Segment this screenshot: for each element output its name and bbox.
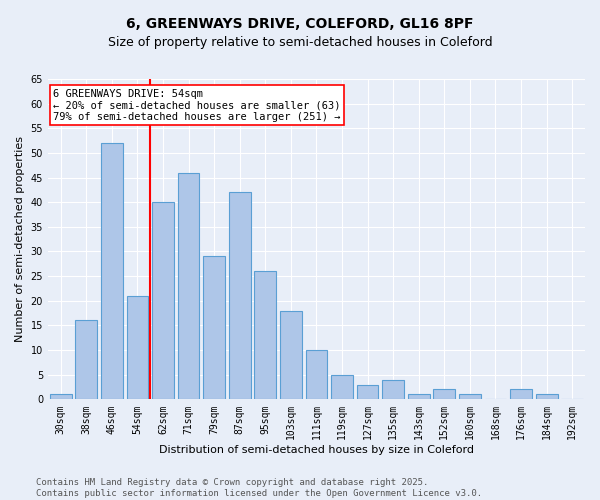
Bar [152, 202, 174, 400]
Text: Contains HM Land Registry data © Crown copyright and database right 2025.
Contai: Contains HM Land Registry data © Crown c… [36, 478, 482, 498]
Bar [510, 390, 532, 400]
Bar [280, 310, 302, 400]
Bar [203, 256, 225, 400]
Bar [76, 320, 97, 400]
Bar [229, 192, 251, 400]
Bar [536, 394, 557, 400]
Bar [305, 350, 328, 400]
Bar [127, 296, 148, 400]
Text: 6, GREENWAYS DRIVE, COLEFORD, GL16 8PF: 6, GREENWAYS DRIVE, COLEFORD, GL16 8PF [126, 18, 474, 32]
Bar [357, 384, 379, 400]
Bar [408, 394, 430, 400]
Bar [178, 172, 199, 400]
Bar [382, 380, 404, 400]
X-axis label: Distribution of semi-detached houses by size in Coleford: Distribution of semi-detached houses by … [159, 445, 474, 455]
Bar [433, 390, 455, 400]
Bar [459, 394, 481, 400]
Bar [254, 271, 276, 400]
Text: 6 GREENWAYS DRIVE: 54sqm
← 20% of semi-detached houses are smaller (63)
79% of s: 6 GREENWAYS DRIVE: 54sqm ← 20% of semi-d… [53, 88, 341, 122]
Y-axis label: Number of semi-detached properties: Number of semi-detached properties [15, 136, 25, 342]
Text: Size of property relative to semi-detached houses in Coleford: Size of property relative to semi-detach… [107, 36, 493, 49]
Bar [331, 374, 353, 400]
Bar [50, 394, 71, 400]
Bar [101, 143, 123, 400]
